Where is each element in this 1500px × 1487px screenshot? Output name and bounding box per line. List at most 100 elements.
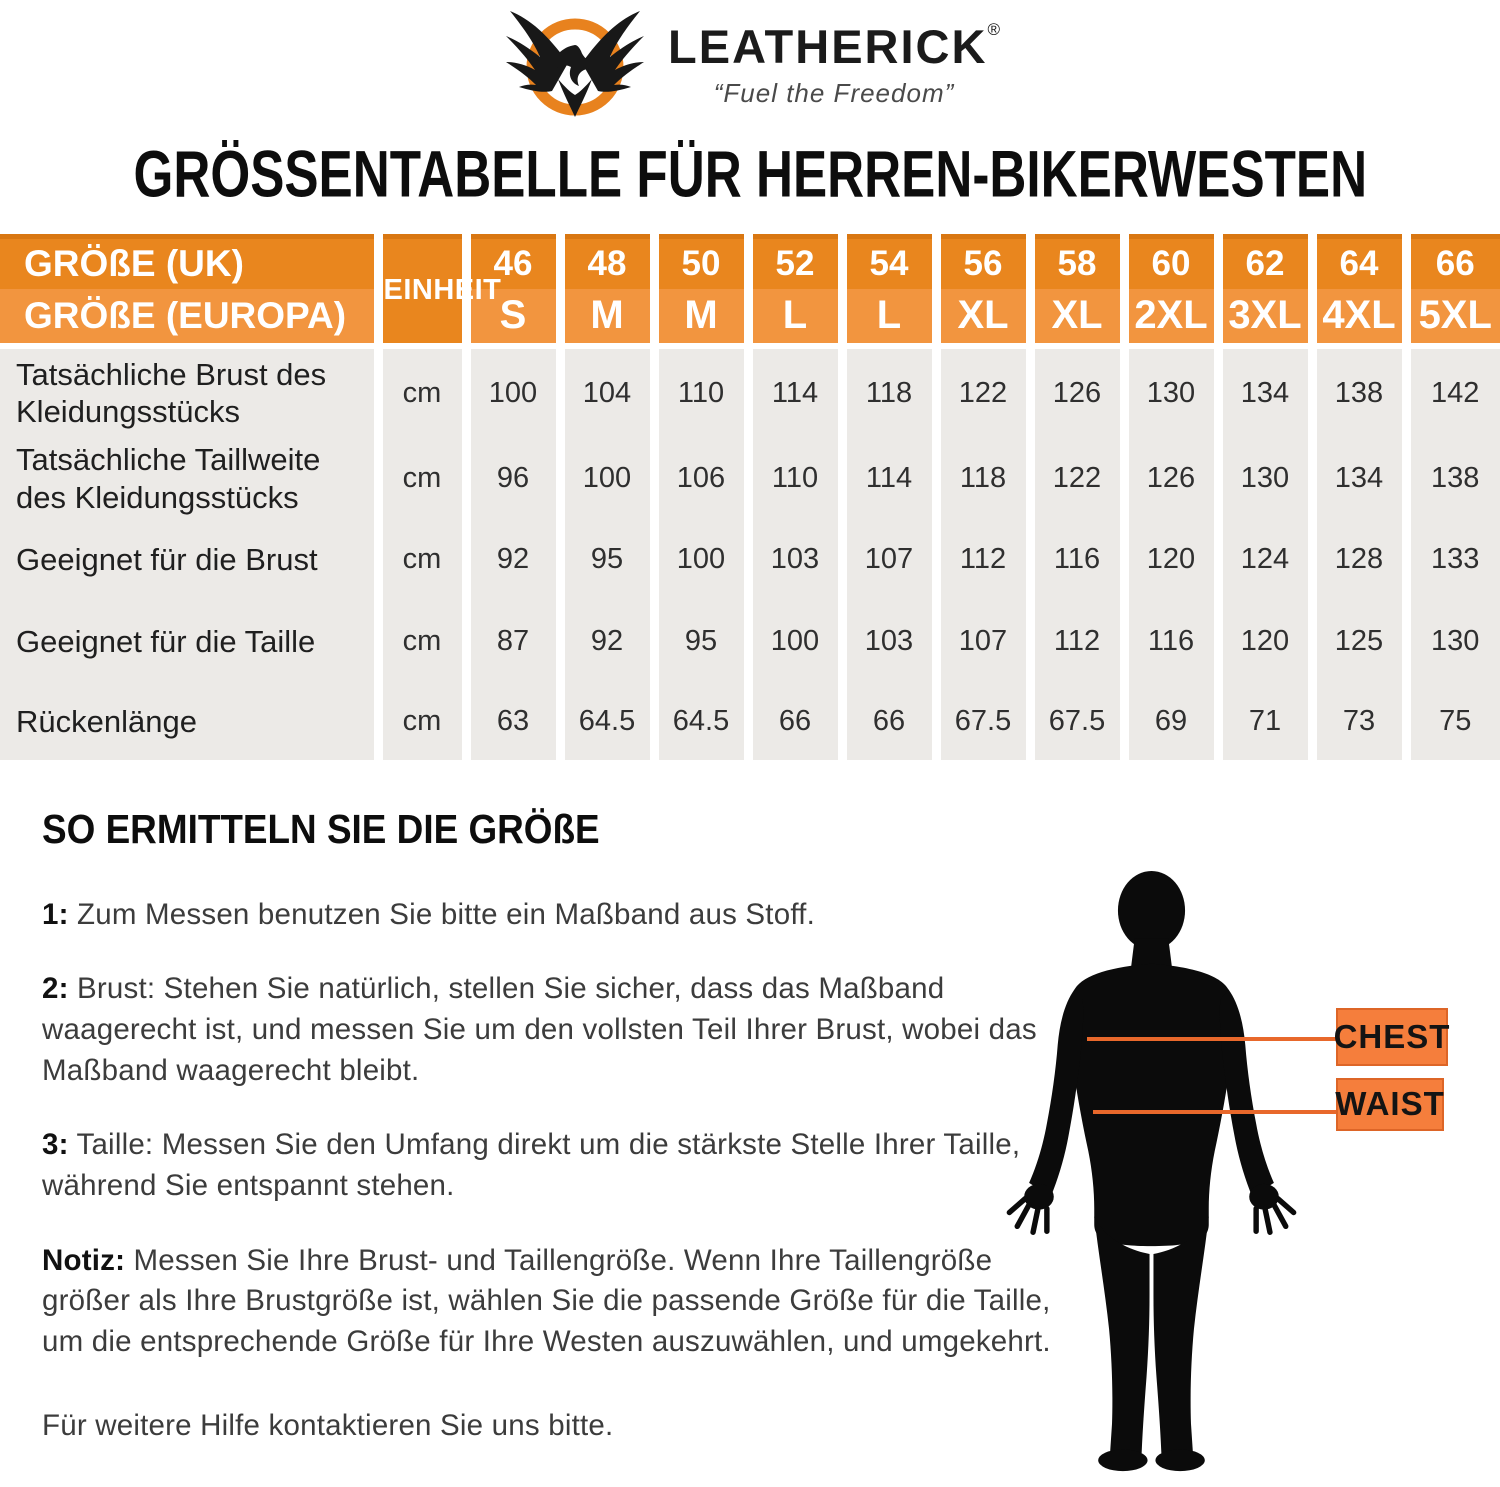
row-label: Tatsächliche Brust des Kleidungsstücks [0, 342, 383, 438]
size-eu-header: M [654, 288, 753, 346]
howto-step: 1: Zum Messen benutzen Sie bitte ein Maß… [42, 895, 1072, 936]
size-eu-header: XL [936, 288, 1035, 346]
row-label: Geeignet für die Brust [0, 519, 383, 600]
row-value: 114 [842, 437, 941, 520]
row-unit: cm [378, 437, 471, 520]
measurement-figure: CHEST WAIST [1003, 869, 1468, 1487]
brand-text: LEATHERICK® “Fuel the Freedom” [668, 21, 1000, 109]
step-prefix: 1: [42, 897, 69, 931]
row-value: 116 [1030, 519, 1129, 600]
size-uk-header: 54 [842, 236, 941, 289]
row-value: 95 [654, 599, 753, 684]
row-value: 100 [560, 437, 659, 520]
row-value: 110 [654, 342, 753, 438]
size-uk-header: 56 [936, 236, 1035, 289]
brand-name: LEATHERICK® [668, 21, 1000, 70]
size-uk-header: 62 [1218, 236, 1317, 289]
row-value: 122 [936, 342, 1035, 438]
table-row: Geeignet für die Brust cm 92 95 100 103 107 112… [0, 519, 1500, 600]
body-silhouette [1006, 870, 1297, 1471]
step-text: Taille: Messen Sie den Umfang direkt um … [42, 1128, 1021, 1203]
row-value: 130 [1218, 437, 1317, 520]
row-value: 118 [842, 342, 941, 438]
step-text: Messen Sie Ihre Brust- und Taillengröße.… [42, 1243, 1051, 1359]
row-value: 128 [1312, 519, 1411, 600]
page-title-text: GRÖSSENTABELLE FÜR HERREN-BIKERWESTEN [133, 137, 1367, 211]
size-uk-header: 48 [560, 236, 659, 289]
row-value: 104 [560, 342, 659, 438]
row-value: 133 [1406, 519, 1500, 600]
size-uk-header: 66 [1406, 236, 1500, 289]
size-eu-header: 5XL [1406, 288, 1500, 346]
row-label: Rückenlänge [0, 683, 383, 760]
row-value: 63 [466, 683, 565, 760]
howto-step: 3: Taille: Messen Sie den Umfang direkt … [42, 1125, 1072, 1206]
row-value: 66 [842, 683, 941, 760]
size-uk-header: 50 [654, 236, 753, 289]
size-eu-header: M [560, 288, 659, 346]
size-uk-header: 60 [1124, 236, 1223, 289]
size-table: GRÖßE (UK) EINHEIT 46 48 50 52 54 56 58 60 62 64 6… [0, 234, 1500, 760]
row-value: 114 [748, 342, 847, 438]
page-title: GRÖSSENTABELLE FÜR HERREN-BIKERWESTEN [0, 137, 1500, 211]
row-value: 107 [936, 599, 1035, 684]
row-value: 106 [654, 437, 753, 520]
header-row-eu: GRÖßE (EUROPA) S M M L L XL XL 2XL 3XL 4XL 5XL [0, 288, 1500, 346]
row-value: 116 [1124, 599, 1223, 684]
row-value: 87 [466, 599, 565, 684]
size-eu-header: 4XL [1312, 288, 1411, 346]
row-value: 120 [1124, 519, 1223, 600]
howto-steps: 1: Zum Messen benutzen Sie bitte ein Maß… [42, 895, 1500, 1363]
row-value: 110 [748, 437, 847, 520]
row-value: 103 [748, 519, 847, 600]
contact-note: Für weitere Hilfe kontaktieren Sie uns b… [42, 1408, 614, 1442]
row-value: 92 [560, 599, 659, 684]
row-unit: cm [378, 599, 471, 684]
row-value: 95 [560, 519, 659, 600]
row-value: 103 [842, 599, 941, 684]
header-row-uk: GRÖßE (UK) EINHEIT 46 48 50 52 54 56 58 60 62 64 6… [0, 236, 1500, 346]
eagle-logo-icon [506, 11, 645, 117]
waist-line [1093, 1109, 1337, 1114]
howto-heading: SO ERMITTELN SIE DIE GRÖßE [42, 806, 1500, 853]
size-uk-header: 64 [1312, 236, 1411, 289]
table-row: Tatsächliche Taillweite des Kleidungsstü… [0, 437, 1500, 520]
row-value: 64.5 [560, 683, 659, 760]
row-value: 138 [1406, 437, 1500, 520]
row-value: 120 [1218, 599, 1317, 684]
size-table-body: Tatsächliche Brust des Kleidungsstücks cm… [0, 342, 1500, 760]
row-unit: cm [378, 342, 471, 438]
header-label-uk: GRÖßE (UK) [0, 236, 383, 289]
row-value: 125 [1312, 599, 1411, 684]
size-uk-header: 58 [1030, 236, 1129, 289]
row-value: 107 [842, 519, 941, 600]
howto-section: SO ERMITTELN SIE DIE GRÖßE 1: Zum Messen… [0, 784, 1500, 1471]
step-prefix: 3: [42, 1128, 69, 1162]
size-eu-header: 2XL [1124, 288, 1223, 346]
row-value: 112 [1030, 599, 1129, 684]
brand-name-text: LEATHERICK [668, 20, 988, 73]
row-label: Tatsächliche Taillweite des Kleidungsstü… [0, 437, 383, 520]
row-value: 126 [1030, 342, 1129, 438]
row-label: Geeignet für die Taille [0, 599, 383, 684]
howto-heading-text: SO ERMITTELN SIE DIE GRÖßE [42, 805, 600, 852]
row-value: 96 [466, 437, 565, 520]
row-value: 67.5 [936, 683, 1035, 760]
size-eu-header: L [748, 288, 847, 346]
waist-tag: WAIST [1335, 1077, 1444, 1131]
brand-header: LEATHERICK® “Fuel the Freedom” [0, 0, 1500, 124]
row-value: 100 [466, 342, 565, 438]
row-value: 69 [1124, 683, 1223, 760]
step-text: Brust: Stehen Sie natürlich, stellen Sie… [42, 972, 1037, 1087]
row-value: 130 [1406, 599, 1500, 684]
size-uk-header: 46 [466, 236, 565, 289]
step-prefix: 2: [42, 972, 69, 1006]
size-eu-header: S [466, 288, 565, 346]
size-uk-header: 52 [748, 236, 847, 289]
row-value: 66 [748, 683, 847, 760]
row-unit: cm [378, 683, 471, 760]
chest-tag: CHEST [1334, 1007, 1449, 1066]
row-value: 130 [1124, 342, 1223, 438]
chest-line [1087, 1036, 1337, 1041]
